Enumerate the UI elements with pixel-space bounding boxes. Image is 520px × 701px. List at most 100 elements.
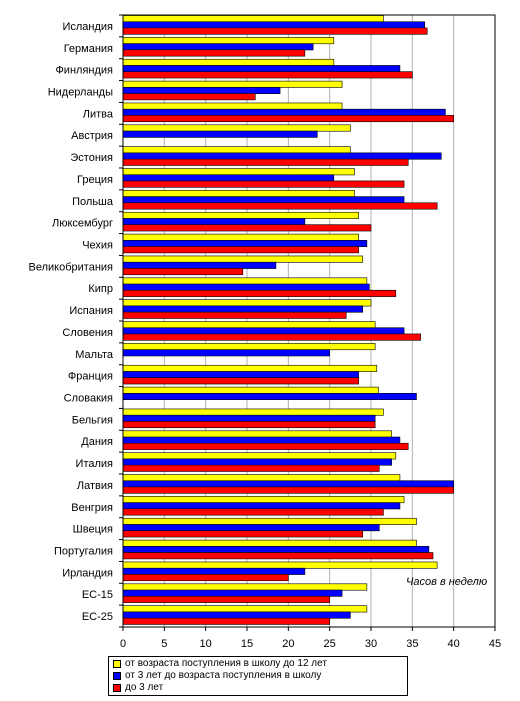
x-tick-label: 15 [241, 638, 253, 650]
bar-blue [122, 567, 306, 575]
bar-yellow [122, 496, 405, 504]
legend-swatch-blue [113, 672, 121, 680]
bar-blue [122, 218, 306, 226]
bar-blue [122, 524, 380, 532]
x-tick-label: 35 [406, 638, 418, 650]
bar-blue [122, 589, 343, 597]
bar-red [122, 49, 306, 57]
bar-blue [122, 283, 370, 291]
bar-blue [122, 65, 401, 73]
bar-yellow [122, 211, 359, 219]
bar-red [122, 289, 397, 297]
bar-yellow [122, 539, 417, 547]
category-label: Чехия [82, 240, 113, 252]
bar-blue [122, 436, 401, 444]
bar-red [122, 71, 413, 79]
bar-blue [122, 502, 401, 510]
bar-blue [122, 458, 392, 466]
category-label: Великобритания [29, 261, 114, 273]
bar-yellow [122, 452, 397, 460]
bar-blue [122, 480, 454, 488]
bar-yellow [122, 386, 379, 394]
bar-red [122, 246, 359, 254]
bar-blue [122, 392, 417, 400]
plot-border [122, 14, 496, 628]
bar-yellow [122, 561, 438, 569]
category-label: Греция [77, 174, 113, 186]
bar-yellow [122, 255, 364, 263]
unit-note: Часов в неделю [406, 576, 488, 588]
bar-yellow [122, 583, 368, 591]
category-label: Португалия [54, 546, 113, 558]
category-label: Германия [64, 43, 113, 55]
bar-blue [122, 174, 335, 182]
bar-yellow [122, 80, 343, 88]
category-label: Польша [72, 196, 114, 208]
category-label: Нидерланды [48, 87, 113, 99]
bar-yellow [122, 15, 384, 23]
bar-red [122, 158, 409, 166]
bar-red [122, 377, 359, 385]
chart-legend: от возраста поступления в школу до 12 ле… [108, 656, 408, 696]
bar-blue [122, 240, 368, 248]
bar-yellow [122, 430, 392, 438]
bar-yellow [122, 190, 355, 198]
bar-yellow [122, 517, 417, 525]
bar-red [122, 574, 289, 582]
bar-red [122, 311, 347, 319]
bar-red [122, 268, 244, 276]
legend-entry-3-to-school: от 3 лет до возраста поступления в школу [113, 670, 403, 682]
x-tick-label: 20 [282, 638, 294, 650]
category-label: Мальта [75, 349, 114, 361]
category-label: Словакия [64, 393, 113, 405]
bar-blue [122, 545, 430, 553]
bar-blue [122, 21, 426, 29]
bar-yellow [122, 37, 335, 45]
bar-yellow [122, 364, 378, 372]
category-label: Бельгия [72, 414, 113, 426]
category-label: ЕС-15 [82, 589, 113, 601]
category-label: Франция [68, 371, 113, 383]
category-label: Дания [81, 436, 113, 448]
bar-yellow [122, 168, 355, 176]
category-label: Люксембург [52, 218, 113, 230]
x-tick-label: 45 [489, 638, 501, 650]
bar-blue [122, 152, 442, 160]
bar-yellow [122, 321, 376, 329]
category-label: Ирландия [62, 567, 113, 579]
bar-blue [122, 261, 277, 269]
bar-yellow [122, 146, 351, 154]
bar-blue [122, 108, 446, 116]
bar-blue [122, 327, 405, 335]
category-label: ЕС-25 [82, 611, 113, 623]
bar-yellow [122, 58, 335, 66]
x-tick-label: 40 [448, 638, 460, 650]
bar-yellow [122, 474, 401, 482]
bar-blue [122, 43, 314, 51]
bar-yellow [122, 605, 368, 613]
bar-red [122, 486, 454, 494]
bar-red [122, 595, 330, 603]
bar-blue [122, 371, 359, 379]
bar-blue [122, 611, 351, 619]
bar-blue [122, 196, 405, 204]
bar-red [122, 115, 454, 123]
legend-swatch-red [113, 684, 121, 692]
bar-yellow [122, 408, 384, 416]
x-tick-label: 0 [120, 638, 126, 650]
legend-label: до 3 лет [125, 682, 164, 693]
bar-blue [122, 414, 376, 422]
category-label: Эстония [70, 152, 113, 164]
bar-red [122, 224, 372, 232]
bar-red [122, 442, 409, 450]
bar-red [122, 508, 384, 516]
category-label: Кипр [88, 283, 113, 295]
category-label: Исландия [62, 21, 113, 33]
bar-yellow [122, 277, 368, 285]
bar-yellow [122, 233, 359, 241]
bar-red [122, 530, 364, 538]
bar-red [122, 421, 376, 429]
category-label: Австрия [71, 130, 113, 142]
category-label: Венгрия [71, 502, 113, 514]
